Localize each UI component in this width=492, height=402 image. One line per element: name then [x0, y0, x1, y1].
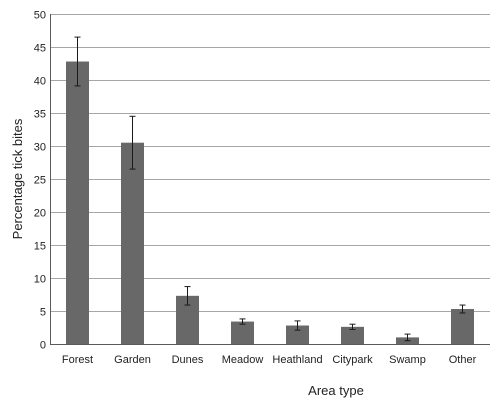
y-tick-label-50: 50 — [34, 10, 46, 22]
x-tick-label-garden: Garden — [114, 354, 151, 366]
x-axis-title: Area type — [308, 383, 364, 398]
y-tick-label-0: 0 — [40, 340, 46, 352]
y-axis-title: Percentage tick bites — [10, 118, 25, 239]
x-tick-label-meadow: Meadow — [222, 354, 264, 366]
error-bar-garden — [129, 115, 136, 170]
y-tick-label-5: 5 — [40, 307, 46, 319]
error-bar-swamp — [404, 333, 411, 342]
y-tick-label-35: 35 — [34, 109, 46, 121]
y-tick-labels: 0 5 10 15 20 25 30 35 40 45 50 — [34, 10, 46, 352]
y-tick-label-45: 45 — [34, 43, 46, 55]
error-bar-forest — [74, 36, 81, 87]
error-bar-meadow — [239, 318, 246, 325]
error-bar-citypark — [349, 323, 356, 330]
x-tick-label-swamp: Swamp — [389, 354, 426, 366]
y-tick-label-10: 10 — [34, 274, 46, 286]
x-tick-label-dunes: Dunes — [172, 354, 204, 366]
bar-heathland — [286, 325, 309, 344]
bar-meadow — [231, 321, 254, 344]
bar-forest — [66, 61, 89, 345]
x-tick-label-heathland: Heathland — [272, 354, 322, 366]
y-tick-label-30: 30 — [34, 142, 46, 154]
bar-garden — [121, 142, 144, 344]
grid-layer — [50, 14, 490, 345]
bar-citypark — [341, 326, 364, 344]
y-tick-label-15: 15 — [34, 241, 46, 253]
bar-other — [451, 309, 474, 344]
y-tick-label-20: 20 — [34, 208, 46, 220]
bars-layer — [66, 61, 474, 345]
error-bar-dunes — [184, 286, 191, 306]
x-tick-labels: Forest Garden Dunes Meadow Heathland Citypark… — [62, 354, 477, 366]
x-tick-label-other: Other — [449, 354, 477, 366]
bar-dunes — [176, 295, 199, 344]
error-bar-heathland — [294, 320, 301, 331]
error-bar-other — [459, 304, 466, 314]
y-tick-label-40: 40 — [34, 76, 46, 88]
x-tick-label-forest: Forest — [62, 354, 93, 366]
y-tick-label-25: 25 — [34, 175, 46, 187]
x-tick-label-citypark: Citypark — [332, 354, 373, 366]
error-bars-layer — [74, 36, 466, 342]
